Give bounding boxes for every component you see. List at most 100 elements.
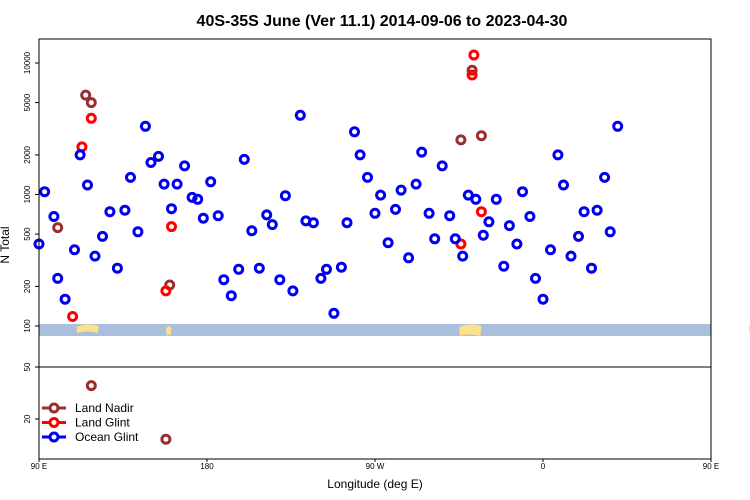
data-point-ocean-glint [212, 210, 224, 222]
data-point-ocean-glint [524, 211, 536, 222]
data-point-ocean-glint [97, 230, 108, 242]
data-point-ocean-glint [59, 293, 71, 305]
data-point-ocean-glint [104, 206, 116, 218]
y-tick-label: 2000 [23, 145, 32, 163]
data-point-ocean-glint [321, 263, 332, 275]
data-point-ocean-glint [111, 262, 123, 274]
y-tick-label: 5000 [23, 93, 32, 111]
data-point-land-nadir [466, 64, 478, 76]
data-point-ocean-glint [186, 191, 198, 203]
x-tick-label: 180 [200, 462, 214, 471]
data-point-ocean-glint [153, 150, 164, 162]
data-point-ocean-glint [586, 262, 597, 274]
data-point-land-nadir [52, 222, 64, 234]
data-point-ocean-glint [158, 178, 170, 190]
data-point-ocean-glint [349, 126, 360, 138]
data-point-ocean-glint [233, 263, 245, 275]
data-point-ocean-glint [48, 211, 60, 222]
data-point-ocean-glint [395, 184, 407, 196]
data-point-ocean-glint [511, 238, 523, 250]
data-point-ocean-glint [429, 233, 441, 245]
y-tick-label: 20 [23, 414, 32, 423]
plot-frame [38, 38, 712, 460]
data-point-land-glint [67, 311, 79, 322]
data-point-ocean-glint [354, 149, 366, 161]
data-point-ocean-glint [145, 157, 157, 168]
y-tick-label: 200 [23, 279, 32, 293]
data-point-ocean-glint [490, 193, 502, 205]
data-point-land-glint [166, 221, 177, 233]
data-point-ocean-glint [218, 274, 230, 286]
data-point-ocean-glint [69, 244, 80, 256]
data-point-ocean-glint [457, 250, 469, 262]
data-point-ocean-glint [139, 120, 151, 132]
land-patch [76, 324, 99, 333]
data-point-ocean-glint [573, 230, 584, 242]
chart-title: 40S-35S June (Ver 11.1) 2014-09-06 to 20… [197, 13, 568, 30]
data-point-ocean-glint [416, 146, 428, 158]
data-point-ocean-glint [266, 219, 278, 231]
data-point-ocean-glint [166, 203, 177, 215]
y-tick-label: 1000 [23, 185, 32, 203]
data-point-ocean-glint [558, 179, 569, 191]
data-point-ocean-glint [530, 272, 541, 284]
data-point-land-nadir [85, 380, 97, 392]
data-point-ocean-glint [477, 229, 489, 241]
data-point-land-nadir [475, 130, 487, 142]
x-tick-label: 90 W [366, 462, 385, 471]
data-point-ocean-glint [205, 176, 217, 188]
y-tick-label: 10000 [23, 51, 32, 74]
data-point-ocean-glint [599, 171, 611, 183]
legend-label: Ocean Glint [75, 430, 139, 444]
data-point-ocean-glint [410, 178, 422, 190]
data-point-ocean-glint [403, 252, 415, 264]
data-point-ocean-glint [591, 204, 603, 216]
data-point-ocean-glint [328, 307, 340, 319]
x-axis-label: Longitude (deg E) [327, 477, 422, 491]
land-patch [165, 326, 172, 336]
lower-panel [85, 380, 172, 445]
data-point-ocean-glint [545, 244, 556, 256]
data-point-ocean-glint [444, 210, 456, 222]
data-point-ocean-glint [307, 217, 319, 229]
land-patch [459, 324, 482, 336]
data-point-ocean-glint [578, 206, 590, 218]
data-point-ocean-glint [375, 189, 387, 201]
data-point-ocean-glint [369, 207, 381, 219]
ocean-band [39, 324, 711, 336]
data-point-ocean-glint [423, 207, 435, 219]
data-point-ocean-glint [362, 171, 373, 183]
data-point-land-glint [160, 285, 172, 297]
x-tick-label: 0 [541, 462, 546, 471]
y-tick-label: 500 [23, 227, 32, 241]
data-point-ocean-glint [132, 226, 144, 238]
data-point-ocean-glint [483, 216, 495, 228]
data-point-land-glint [468, 49, 480, 61]
data-point-ocean-glint [294, 109, 306, 121]
legend-label: Land Glint [75, 416, 130, 430]
data-point-ocean-glint [197, 212, 209, 224]
data-point-ocean-glint [39, 186, 51, 198]
data-point-ocean-glint [341, 217, 353, 229]
data-point-ocean-glint [565, 250, 577, 262]
y-axis: 100 200 500 1000 2000 5000 10000 20 50 [23, 51, 39, 423]
data-point-ocean-glint [119, 204, 131, 216]
data-point-ocean-glint [315, 272, 327, 284]
data-point-ocean-glint [503, 220, 515, 232]
y-tick-label: 50 [23, 362, 32, 371]
data-point-land-nadir [455, 134, 467, 146]
data-point-ocean-glint [246, 225, 258, 237]
data-point-ocean-glint [225, 290, 237, 302]
data-point-ocean-glint [179, 160, 191, 172]
data-point-ocean-glint [498, 260, 510, 272]
data-point-ocean-glint [274, 274, 286, 286]
x-tick-label: 90 E [31, 462, 47, 471]
data-point-ocean-glint [612, 120, 624, 132]
data-point-ocean-glint [238, 153, 250, 165]
legend-marker [48, 402, 60, 414]
data-point-ocean-glint [537, 293, 549, 305]
legend-marker [48, 431, 60, 443]
data-point-land-glint [466, 69, 478, 81]
data-point-ocean-glint [382, 237, 394, 249]
